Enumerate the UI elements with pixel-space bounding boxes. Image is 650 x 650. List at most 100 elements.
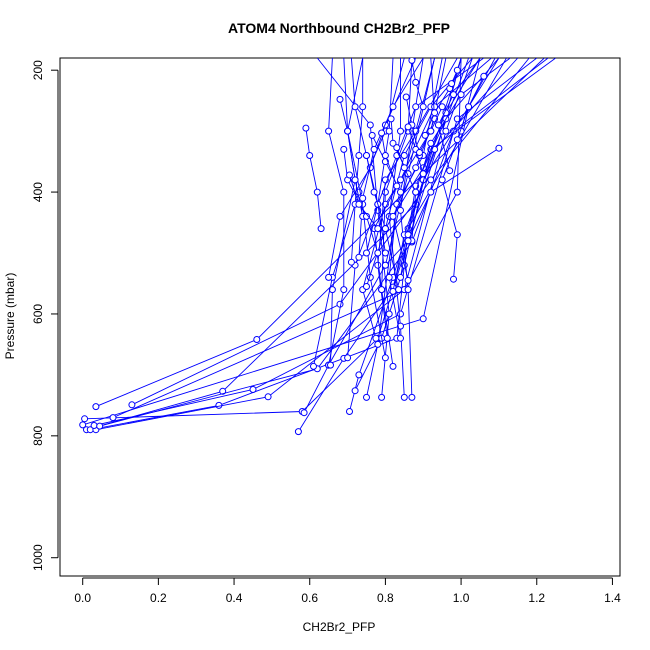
data-point: [389, 103, 397, 111]
data-point: [400, 164, 408, 172]
x-tick-label: 0.8: [377, 591, 394, 605]
data-point: [397, 334, 404, 342]
x-tick-label: 0.0: [74, 591, 91, 605]
data-point: [347, 258, 355, 266]
data-point: [372, 334, 380, 342]
profile-series: [381, 58, 481, 294]
data-point: [249, 386, 257, 393]
data-point: [79, 421, 87, 429]
data-point: [370, 145, 378, 153]
data-point: [96, 422, 104, 430]
data-point: [385, 127, 393, 135]
data-point: [457, 91, 465, 99]
profile-line: [385, 147, 500, 266]
profile-series: [90, 58, 538, 429]
profile-series: [346, 171, 382, 233]
data-point: [389, 287, 397, 295]
data-point: [327, 361, 334, 369]
data-point: [336, 95, 344, 103]
profile-series: [389, 58, 439, 284]
data-point: [395, 286, 403, 294]
data-point: [368, 131, 376, 139]
data-point: [355, 371, 363, 379]
data-point: [370, 188, 378, 196]
data-point: [448, 80, 456, 88]
data-point: [402, 93, 410, 101]
profile-line: [112, 58, 462, 419]
profile-line: [131, 58, 530, 406]
data-point: [340, 286, 348, 294]
data-point: [253, 336, 261, 343]
profile-series: [385, 58, 408, 401]
profile-series: [128, 58, 530, 409]
data-point: [344, 127, 352, 135]
data-point: [431, 109, 439, 117]
data-point: [355, 253, 363, 261]
data-point: [453, 66, 461, 74]
x-tick-label: 1.0: [453, 591, 470, 605]
data-point: [378, 129, 386, 137]
data-point: [453, 188, 461, 196]
data-point: [344, 354, 352, 362]
data-point: [412, 78, 420, 86]
data-point: [374, 225, 382, 233]
data-point: [397, 206, 404, 214]
x-tick-label: 0.6: [301, 591, 318, 605]
y-axis-label: Pressure (mbar): [3, 273, 17, 360]
data-point: [400, 152, 408, 159]
data-point: [355, 200, 363, 208]
data-point: [397, 273, 404, 281]
profile-series: [408, 58, 427, 111]
data-point: [109, 414, 117, 422]
profile-series: [402, 93, 423, 159]
data-point: [378, 286, 386, 294]
data-point: [427, 188, 435, 196]
profile-series: [453, 72, 488, 144]
data-point: [374, 261, 382, 269]
data-point: [374, 249, 382, 257]
profile-series: [325, 58, 348, 369]
x-tick-label: 0.2: [150, 591, 167, 605]
data-point: [128, 401, 136, 409]
data-point: [393, 182, 401, 190]
data-point: [453, 136, 461, 144]
data-point: [389, 362, 397, 370]
data-point: [438, 103, 446, 111]
data-point: [381, 225, 389, 233]
data-point: [378, 393, 386, 401]
data-point: [397, 322, 404, 330]
data-point: [374, 340, 382, 348]
data-point: [419, 315, 427, 323]
data-point: [404, 237, 412, 245]
y-axis: 200 400 600 800 1000: [31, 60, 59, 571]
data-point: [465, 103, 473, 111]
data-point: [90, 422, 98, 429]
data-point: [387, 115, 395, 123]
profile-series: [316, 58, 393, 401]
data-point: [346, 171, 353, 179]
data-point: [264, 393, 272, 401]
series-layer: [79, 58, 556, 436]
data-point: [438, 176, 446, 184]
profile-series: [92, 58, 473, 434]
x-axis: 0.0 0.2 0.4 0.6 0.8 1.0 1.2 1.4: [74, 577, 621, 605]
data-point: [359, 194, 367, 202]
profile-series: [416, 103, 446, 156]
x-tick-label: 0.4: [226, 591, 243, 605]
y-tick-label: 400: [31, 182, 45, 202]
data-point: [302, 124, 310, 132]
data-point: [336, 212, 344, 220]
data-point: [325, 127, 333, 135]
profile-series: [378, 129, 401, 190]
data-point: [434, 121, 442, 129]
data-point: [400, 393, 408, 401]
data-point: [92, 403, 100, 411]
data-point: [416, 149, 423, 156]
profile-line: [343, 149, 379, 254]
data-point: [363, 152, 370, 159]
profile-line: [305, 128, 322, 229]
data-point: [351, 387, 359, 395]
profile-series: [393, 144, 420, 196]
y-tick-label: 200: [31, 60, 45, 80]
data-point: [300, 409, 308, 417]
